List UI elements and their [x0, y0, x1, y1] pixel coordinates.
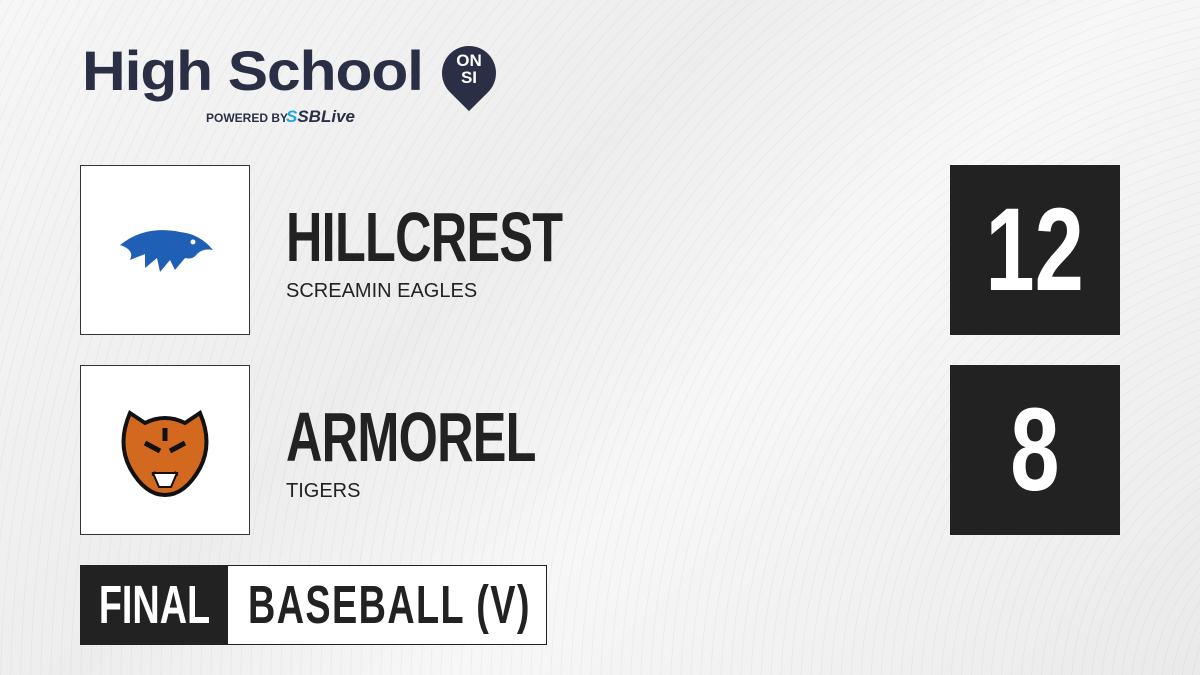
team-name-text: ARMOREL — [286, 398, 536, 476]
badge-bottom: SI — [460, 68, 478, 87]
partner-logo: SSBLive — [286, 107, 355, 127]
score-text: 8 — [1010, 384, 1060, 516]
team-name: ARMOREL — [286, 402, 633, 472]
team-logo-box — [80, 365, 250, 535]
final-label: FINAL — [98, 575, 211, 635]
team-name-text: HILLCREST — [286, 198, 563, 276]
eagle-icon — [120, 230, 213, 272]
team-score: 8 — [950, 365, 1120, 535]
score-text: 12 — [985, 184, 1085, 316]
brand-title: High School — [82, 39, 424, 102]
sport-text: BASEBALL (V) — [248, 575, 531, 635]
final-badge: FINAL — [81, 566, 228, 644]
sport-label: BASEBALL (V) — [228, 566, 652, 644]
powered-by: POWERED BY — [206, 111, 289, 125]
badge-top: ON — [456, 51, 482, 70]
tiger-icon — [121, 409, 209, 497]
partner-prefix: S — [286, 107, 298, 126]
brand-badge: ON SI — [442, 52, 496, 86]
team-mascot: SCREAMIN EAGLES — [286, 280, 478, 302]
team-score: 12 — [950, 165, 1120, 335]
team-name: HILLCREST — [286, 202, 670, 272]
game-status-bar: FINAL BASEBALL (V) — [80, 565, 547, 645]
partner-name: SBLive — [297, 107, 355, 126]
team-logo-box — [80, 165, 250, 335]
team-mascot: TIGERS — [286, 480, 361, 502]
